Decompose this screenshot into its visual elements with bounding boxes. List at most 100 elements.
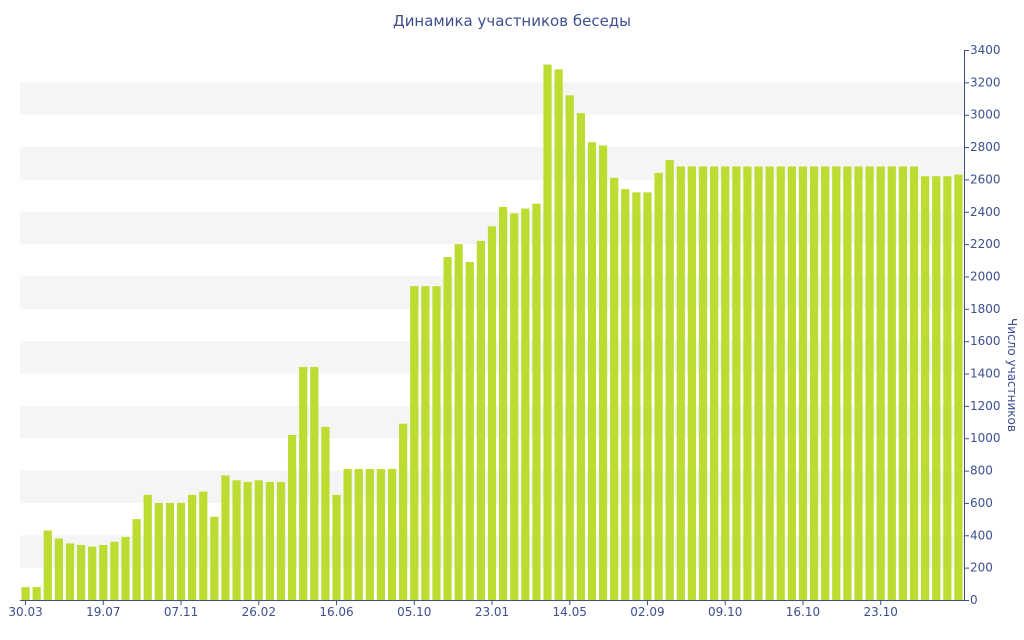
x-tick-label: 19.07 [86,605,120,619]
bar[interactable] [399,423,408,600]
grid-band [20,82,964,115]
bar[interactable] [221,475,230,600]
bar[interactable] [43,530,52,600]
bar[interactable] [487,226,497,600]
bar[interactable] [610,177,619,601]
bar[interactable] [410,286,419,600]
bar[interactable] [432,286,441,600]
bar[interactable] [476,240,485,600]
bar[interactable] [176,502,186,600]
bar[interactable] [876,166,885,600]
bar[interactable] [832,166,841,600]
bar[interactable] [510,213,519,600]
bar[interactable] [854,166,863,600]
bar[interactable] [798,166,808,600]
x-tick-label: 23.01 [475,605,509,619]
bar[interactable] [287,435,297,600]
bar[interactable] [554,69,563,600]
bar[interactable] [343,468,352,600]
bar[interactable] [276,481,286,600]
bar[interactable] [887,166,896,600]
bar[interactable] [88,546,97,600]
bar[interactable] [898,166,908,600]
bar[interactable] [576,113,585,600]
bar[interactable] [387,468,397,600]
x-tick-label: 09.10 [708,605,742,619]
bar[interactable] [732,166,741,600]
bar[interactable] [543,64,552,600]
bar[interactable] [565,95,574,600]
bar[interactable] [132,519,141,600]
bar[interactable] [76,545,86,600]
bar[interactable] [787,166,796,600]
bar[interactable] [165,502,175,600]
bar[interactable] [376,468,386,600]
bar[interactable] [954,174,963,600]
y-tick-label: 3200 [970,75,1001,89]
bar[interactable] [521,208,530,600]
bar[interactable] [99,545,108,600]
bar[interactable] [210,516,219,600]
bar[interactable] [243,481,252,600]
y-tick-label: 1200 [970,399,1001,413]
bar[interactable] [721,166,730,600]
bar[interactable] [776,166,785,600]
bar[interactable] [199,491,208,600]
bar[interactable] [698,166,708,600]
bar[interactable] [909,166,919,600]
y-tick-label: 3400 [970,43,1001,57]
bar[interactable] [809,166,819,600]
y-tick-label: 3000 [970,108,1001,122]
bar[interactable] [65,543,75,600]
bar[interactable] [232,480,241,600]
bar[interactable] [154,502,163,600]
bar[interactable] [310,367,319,600]
bar[interactable] [843,166,852,600]
bar[interactable] [121,536,130,600]
bar[interactable] [188,494,197,600]
bar[interactable] [665,160,674,600]
bar[interactable] [754,166,763,600]
bar[interactable] [943,176,952,600]
x-tick-label: 30.03 [8,605,42,619]
bar[interactable] [921,176,930,600]
bar[interactable] [643,192,652,600]
y-tick-label: 400 [970,528,993,542]
bar[interactable] [821,166,830,600]
bar[interactable] [632,192,641,600]
bar[interactable] [365,468,374,600]
bar[interactable] [621,189,630,600]
bar[interactable] [332,494,341,600]
bar[interactable] [687,166,697,600]
bar[interactable] [421,286,430,600]
bar[interactable] [454,244,463,600]
bar[interactable] [354,468,363,600]
bar[interactable] [532,203,541,600]
bar[interactable] [932,176,941,600]
bar[interactable] [321,426,330,600]
bar[interactable] [765,166,774,600]
bar[interactable] [499,206,508,600]
bar[interactable] [54,538,63,600]
bar[interactable] [865,166,874,600]
y-tick-label: 2000 [970,269,1001,283]
bar[interactable] [143,494,152,600]
bar[interactable] [265,481,274,600]
bar[interactable] [465,261,474,600]
bar[interactable] [443,257,452,600]
bar[interactable] [710,166,719,600]
bar[interactable] [598,145,608,600]
bar[interactable] [743,166,752,600]
bar[interactable] [21,587,30,600]
bar[interactable] [32,587,41,600]
bar[interactable] [676,166,685,600]
bar[interactable] [587,142,597,600]
y-tick-label: 1000 [970,431,1001,445]
bar[interactable] [654,172,663,600]
bar[interactable] [254,480,263,600]
bar[interactable] [299,367,308,600]
y-tick-label: 2600 [970,172,1001,186]
bar[interactable] [110,541,119,600]
x-tick-label: 23.10 [864,605,898,619]
